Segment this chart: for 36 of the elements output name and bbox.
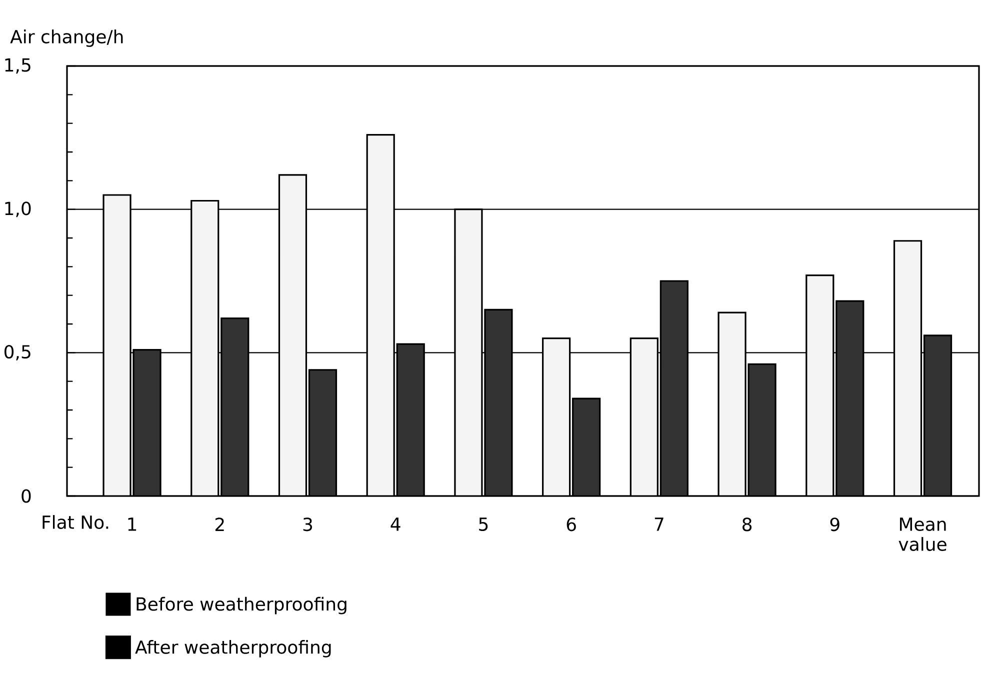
x-tick-label: 3 [303,518,312,532]
y-axis-title: Air change/h [10,30,123,47]
bar [630,338,658,496]
bar [191,200,218,496]
bar [748,364,776,496]
x-tick-label: Mean value [898,518,946,551]
legend-label: Before weatherproofing [136,596,346,614]
bar [397,344,424,496]
y-tick-label: 1,0 [5,202,31,218]
y-tick-label: 0 [22,489,31,503]
bar [454,209,482,496]
bar [104,195,131,496]
x-tick-label: 1 [128,518,136,531]
x-tick-label: 9 [830,518,840,532]
bar [572,398,600,496]
legend-label: After weatherproofing [135,640,331,658]
bar [221,318,248,496]
bar [718,312,746,496]
x-tick-label: 6 [566,518,576,532]
bar [836,301,864,496]
bar [806,275,834,496]
x-axis-title: Flat No. [42,515,108,529]
bar [279,174,306,496]
x-tick-label: 5 [479,518,488,531]
bar [484,310,512,496]
bar [660,281,688,496]
y-tick-label: 0,5 [4,344,30,360]
x-tick-label: 7 [654,518,664,531]
x-tick-label: 8 [742,518,752,532]
bar [309,370,336,496]
x-tick-label: 4 [390,518,400,531]
bar [134,350,161,496]
x-tick-label: 2 [215,518,224,531]
bar [542,338,570,496]
bar [367,134,394,496]
y-tick-label: 1,5 [5,58,30,74]
